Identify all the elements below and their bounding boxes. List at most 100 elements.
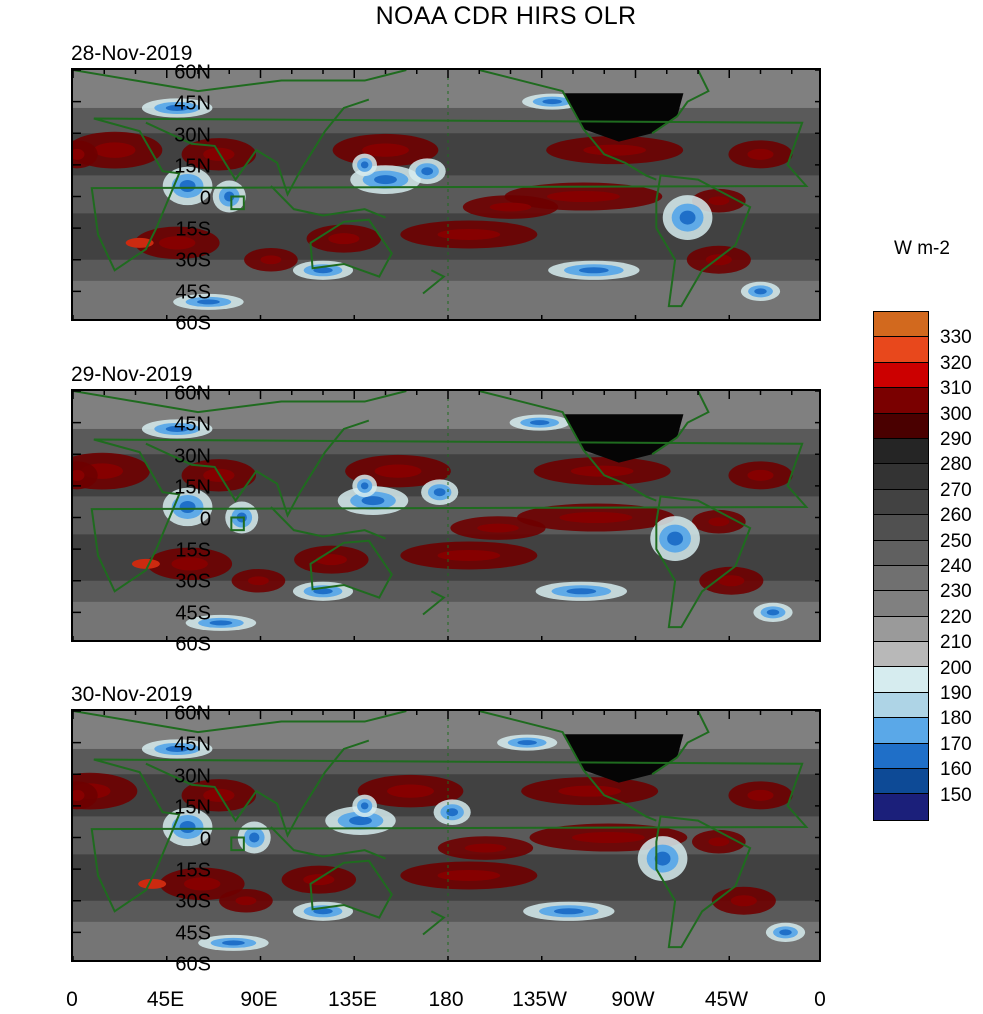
- high-olr-core: [437, 869, 501, 881]
- deep-convection: [679, 210, 696, 225]
- deep-convection: [529, 420, 550, 426]
- lat-tick-label: 60S: [175, 312, 211, 335]
- deep-convection: [766, 609, 780, 616]
- high-olr-core: [437, 549, 501, 561]
- colorbar-swatch: [874, 769, 928, 795]
- lat-tick-label: 30S: [175, 570, 211, 593]
- lat-tick-label: 30N: [174, 445, 211, 468]
- deep-convection: [654, 851, 671, 866]
- hot-spot: [131, 558, 160, 569]
- colorbar-level-label: 240: [940, 556, 972, 577]
- colorbar-swatch: [874, 591, 928, 617]
- colorbar-swatch: [874, 312, 928, 338]
- high-olr-core: [183, 877, 221, 891]
- deep-convection: [374, 175, 397, 185]
- hot-spot: [138, 878, 167, 889]
- lat-tick-label: 15N: [174, 476, 211, 499]
- high-olr-core: [235, 896, 257, 906]
- high-olr-core: [464, 843, 507, 853]
- lat-tick-label: 30S: [175, 890, 211, 913]
- colorbar-level-label: 150: [940, 784, 972, 806]
- colorbar-swatch: [874, 362, 928, 389]
- olr-map: [71, 68, 821, 321]
- figure-title: NOAA CDR HIRS OLR: [375, 2, 637, 30]
- high-olr-core: [315, 554, 347, 566]
- high-olr-region: [73, 461, 98, 490]
- lat-tick-label: 15S: [175, 539, 211, 562]
- high-olr-core: [718, 575, 745, 587]
- olr-field: [73, 391, 819, 640]
- deep-convection: [553, 908, 584, 915]
- colorbar-swatch: [874, 388, 928, 414]
- colorbar-level-label: 160: [940, 759, 972, 781]
- colorbar-level-label: 170: [940, 733, 972, 755]
- colorbar-level-label: 200: [940, 657, 972, 679]
- high-olr-core: [747, 469, 774, 481]
- lon-tick-label: 45E: [146, 988, 185, 1011]
- lat-tick-label: 45N: [174, 92, 211, 115]
- colorbar: [873, 311, 929, 821]
- high-olr-core: [437, 228, 501, 240]
- lon-tick-label: 0: [814, 988, 826, 1011]
- deep-convection: [179, 179, 196, 192]
- deep-convection: [542, 99, 562, 105]
- olr-map: [71, 709, 821, 962]
- deep-convection: [361, 496, 385, 506]
- high-olr-core: [73, 789, 85, 801]
- lon-tick-label: 135E: [327, 988, 378, 1011]
- high-olr-core: [489, 202, 532, 212]
- high-olr-core: [708, 517, 730, 527]
- colorbar-swatch: [874, 565, 928, 592]
- deep-convection: [349, 816, 372, 826]
- field-band: [73, 921, 819, 960]
- deep-convection: [165, 425, 189, 432]
- colorbar-swatch: [874, 464, 928, 490]
- lat-tick-label: 45N: [174, 733, 211, 756]
- colorbar-level-label: 180: [940, 708, 972, 730]
- lat-tick-label: 15N: [174, 155, 211, 178]
- colorbar-swatch: [874, 413, 928, 439]
- high-olr-core: [260, 255, 282, 265]
- lat-tick-label: 15S: [175, 218, 211, 241]
- high-olr-core: [583, 144, 646, 156]
- deep-convection: [667, 531, 684, 546]
- lat-tick-label: 0: [199, 187, 211, 209]
- lon-tick-label: 180: [428, 988, 464, 1011]
- deep-convection: [165, 104, 189, 111]
- deep-convection: [754, 288, 767, 295]
- olr-field: [73, 70, 819, 319]
- colorbar-level-label: 220: [940, 606, 972, 628]
- high-olr-core: [93, 142, 136, 158]
- lon-tick-label: 45W: [704, 988, 749, 1011]
- colorbar-level-label: 310: [940, 378, 972, 400]
- high-olr-core: [708, 837, 730, 847]
- high-olr-core: [730, 895, 757, 907]
- high-olr-core: [570, 465, 634, 477]
- colorbar-level-label: 290: [940, 429, 972, 450]
- high-olr-core: [387, 784, 434, 798]
- longitude-axis: 0 45E 90E 135E 180 135W 90W 45W 0: [0, 988, 983, 1014]
- lat-tick-label: 60N: [174, 61, 211, 84]
- high-olr-core: [248, 576, 269, 586]
- colorbar-swatch: [874, 337, 928, 363]
- high-olr-core: [73, 148, 85, 160]
- deep-convection: [209, 620, 233, 626]
- lat-tick-label: 60N: [174, 382, 211, 405]
- lon-tick-label: 0: [66, 988, 78, 1011]
- coastlines: [73, 711, 809, 949]
- colorbar-swatch: [874, 718, 928, 744]
- high-olr-core: [708, 196, 730, 206]
- high-olr-core: [328, 233, 360, 245]
- colorbar-swatch: [874, 692, 928, 719]
- deep-convection: [360, 802, 369, 810]
- deep-convection: [779, 929, 792, 936]
- deep-convection: [517, 740, 537, 746]
- panel-date: 30-Nov-2019: [71, 683, 193, 706]
- olr-field: [73, 711, 819, 960]
- colorbar-swatch: [874, 515, 928, 541]
- colorbar-swatch: [874, 642, 928, 668]
- colorbar-level-label: 300: [940, 403, 972, 425]
- colorbar-level-label: 190: [940, 683, 972, 704]
- lon-tick-label: 135W: [512, 988, 567, 1011]
- map-panel-3: 30-Nov-2019: [0, 683, 840, 983]
